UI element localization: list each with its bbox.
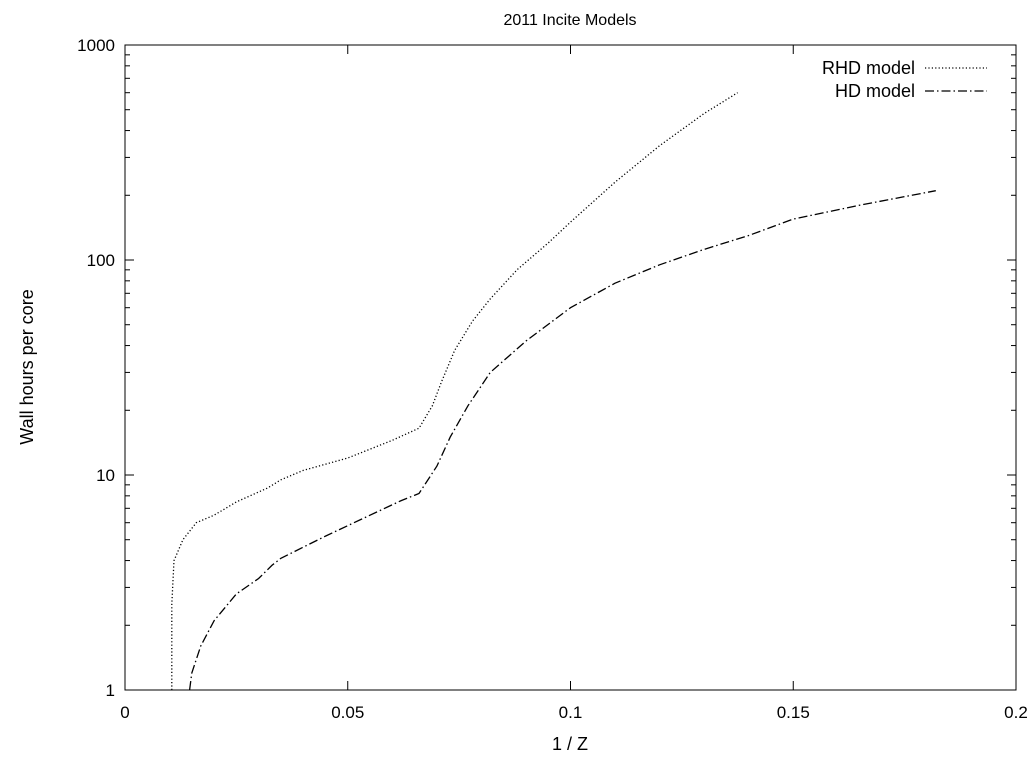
y-tick-label: 1000 bbox=[77, 36, 115, 55]
x-axis-ticks: 0 0.05 0.1 0.15 0.2 bbox=[120, 45, 1028, 722]
y-axis-label: Wall hours per core bbox=[17, 289, 37, 444]
x-tick-label: 0 bbox=[120, 703, 129, 722]
y-axis-ticks: 1 10 100 1000 bbox=[77, 36, 1016, 700]
x-axis-label: 1 / Z bbox=[552, 734, 588, 754]
legend-label-hd: HD model bbox=[835, 81, 915, 101]
y-tick-label: 1 bbox=[106, 681, 115, 700]
legend: RHD model HD model bbox=[822, 58, 987, 101]
legend-label-rhd: RHD model bbox=[822, 58, 915, 78]
x-tick-label: 0.2 bbox=[1004, 703, 1028, 722]
y-tick-label: 10 bbox=[96, 466, 115, 485]
series-line-rhd-model bbox=[171, 92, 738, 690]
x-tick-label: 0.15 bbox=[777, 703, 810, 722]
series-line-hd-model bbox=[188, 190, 936, 691]
x-tick-label: 0.05 bbox=[331, 703, 364, 722]
y-tick-label: 100 bbox=[87, 251, 115, 270]
series-layer bbox=[171, 92, 936, 691]
x-tick-label: 0.1 bbox=[559, 703, 583, 722]
plot-area-frame bbox=[124, 44, 1017, 691]
chart-title: 2011 Incite Models bbox=[503, 12, 636, 29]
